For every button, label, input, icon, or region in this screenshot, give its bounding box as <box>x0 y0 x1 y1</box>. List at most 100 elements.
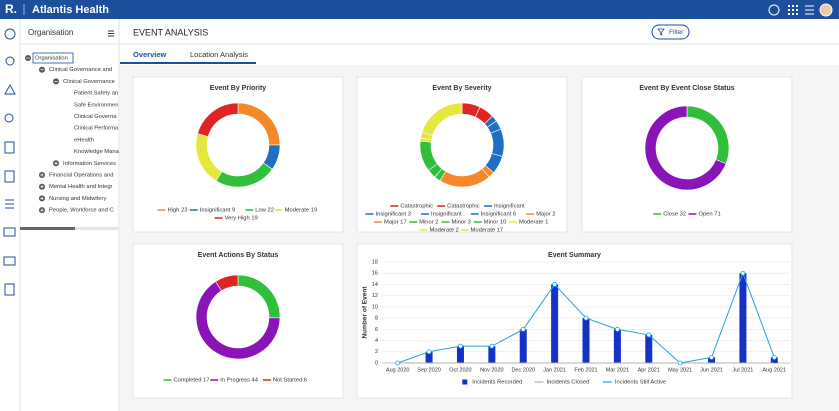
y-tick-label: 8 <box>375 316 378 322</box>
point <box>583 315 589 321</box>
point <box>771 354 777 360</box>
chart-title: Event Actions By Status <box>198 252 279 259</box>
legend-label: Not Started 6 <box>273 378 307 384</box>
y-tick-label: 2 <box>375 349 378 355</box>
tree-item[interactable]: Clinical Governa <box>74 114 117 120</box>
tree-item[interactable]: eHealth <box>74 137 94 143</box>
legend-label: Moderate 19 <box>285 208 318 214</box>
filter-icon <box>657 28 665 36</box>
sidebar-menu[interactable] <box>108 30 114 37</box>
rail-icon[interactable] <box>4 83 16 95</box>
tab[interactable]: Location Analysis <box>190 50 248 59</box>
tree-item[interactable]: Safe Environmen <box>74 102 118 108</box>
menu-icon[interactable] <box>805 5 814 15</box>
tree-item[interactable]: Clinical Performa <box>74 126 119 132</box>
x-tick-label: Dec 2020 <box>511 367 535 373</box>
y-tick-label: 14 <box>372 282 378 288</box>
rail-icon[interactable] <box>4 28 16 40</box>
tree-item[interactable]: Information Services <box>63 161 116 167</box>
tree-item[interactable]: Patient Safety an <box>74 91 118 97</box>
legend-label: Moderate 2 <box>430 228 459 234</box>
top-bar <box>0 0 839 19</box>
legend-label: Completed 17 <box>173 378 209 384</box>
bar <box>708 357 716 363</box>
rail-icon[interactable] <box>4 170 15 183</box>
avatar[interactable] <box>819 3 833 17</box>
point <box>489 343 495 349</box>
x-tick-label: Nov 2020 <box>480 367 504 373</box>
legend-label: Insignificant 3 <box>376 212 411 218</box>
tree: Organisation Clinical Governance and Clini… <box>25 52 120 214</box>
card <box>356 243 793 399</box>
legend-label: Incidents Still Active <box>615 380 666 386</box>
x-tick-label: Aug 2021 <box>763 367 787 373</box>
donut-slice <box>421 102 463 136</box>
legend-label: In Progress 44 <box>220 378 258 384</box>
card <box>132 243 344 399</box>
bar <box>645 334 653 363</box>
chart-title: Event Summary <box>548 252 601 259</box>
legend-label: Minor 2 <box>419 220 438 226</box>
tree-selected <box>32 52 74 64</box>
rail-icon[interactable] <box>3 256 16 266</box>
tree-toggle-sign <box>40 208 44 212</box>
legend-swatch <box>462 379 468 385</box>
page-title: EVENT ANALYSIS <box>133 27 208 37</box>
legend-label: High 23 <box>167 208 187 214</box>
logo[interactable]: R. <box>5 2 17 16</box>
y-tick-label: 6 <box>375 327 378 333</box>
x-tick-label: Feb 2021 <box>574 367 597 373</box>
x-tick-label: Oct 2020 <box>449 367 471 373</box>
filter-label[interactable]: Filter <box>669 29 684 36</box>
tree-item[interactable]: Clinical Governance and <box>49 67 112 73</box>
apps-icon[interactable] <box>788 5 798 15</box>
tab[interactable]: Overview <box>133 50 167 59</box>
rail-icon[interactable] <box>4 283 15 296</box>
tree-toggle-sign <box>40 173 44 177</box>
bar <box>551 284 559 363</box>
legend-label: Incidents Recorded <box>472 380 522 386</box>
filter-button[interactable] <box>651 24 690 40</box>
chart-title: Event By Severity <box>432 85 491 92</box>
tree-item[interactable]: Organisation <box>35 56 68 62</box>
x-tick-label: May 2021 <box>668 367 692 373</box>
bar <box>456 346 464 363</box>
bar <box>488 346 496 363</box>
scroll-thumb[interactable] <box>20 227 75 230</box>
legend-label: Very High 19 <box>225 216 258 222</box>
point <box>677 360 683 366</box>
x-tick-label: Sep 2020 <box>417 367 441 373</box>
donut-slice <box>490 128 505 157</box>
legend-label: Incidents Closed <box>547 380 590 386</box>
tree-item[interactable]: Mental Health and Integr <box>49 184 113 190</box>
tree-item[interactable]: Nursing and Midwifery <box>49 196 106 202</box>
y-tick-label: 12 <box>372 293 378 299</box>
legend-label: Insignificant 6 <box>481 212 516 218</box>
rail-icon[interactable] <box>5 56 15 66</box>
rail-icon[interactable] <box>3 227 16 237</box>
tree-item[interactable]: Financial Operations and <box>49 173 113 179</box>
tree-item[interactable]: People, Workforce and C <box>49 208 114 214</box>
tree-item[interactable]: Clinical Governance <box>63 79 115 85</box>
legend-label: Major 2 <box>536 212 555 218</box>
bar <box>770 357 778 363</box>
rail-icon[interactable] <box>4 141 15 154</box>
y-tick-label: 16 <box>372 271 378 277</box>
rail-icon[interactable] <box>4 113 14 123</box>
tree-toggle-sign <box>40 185 44 189</box>
legend-label: Catastrophic <box>447 204 480 210</box>
y-tick-label: 4 <box>375 338 378 344</box>
point <box>646 332 652 338</box>
rail-icon[interactable] <box>5 199 14 209</box>
tree-toggle-sign <box>40 196 44 200</box>
point <box>458 343 463 349</box>
point <box>520 326 526 332</box>
help-icon[interactable] <box>768 4 780 16</box>
tree-toggle-sign <box>54 161 58 165</box>
sidebar-title: Organisation <box>28 28 73 37</box>
point <box>552 282 558 287</box>
rail-icons <box>3 28 16 296</box>
tree-item[interactable]: Knowledge Mana <box>74 149 120 155</box>
